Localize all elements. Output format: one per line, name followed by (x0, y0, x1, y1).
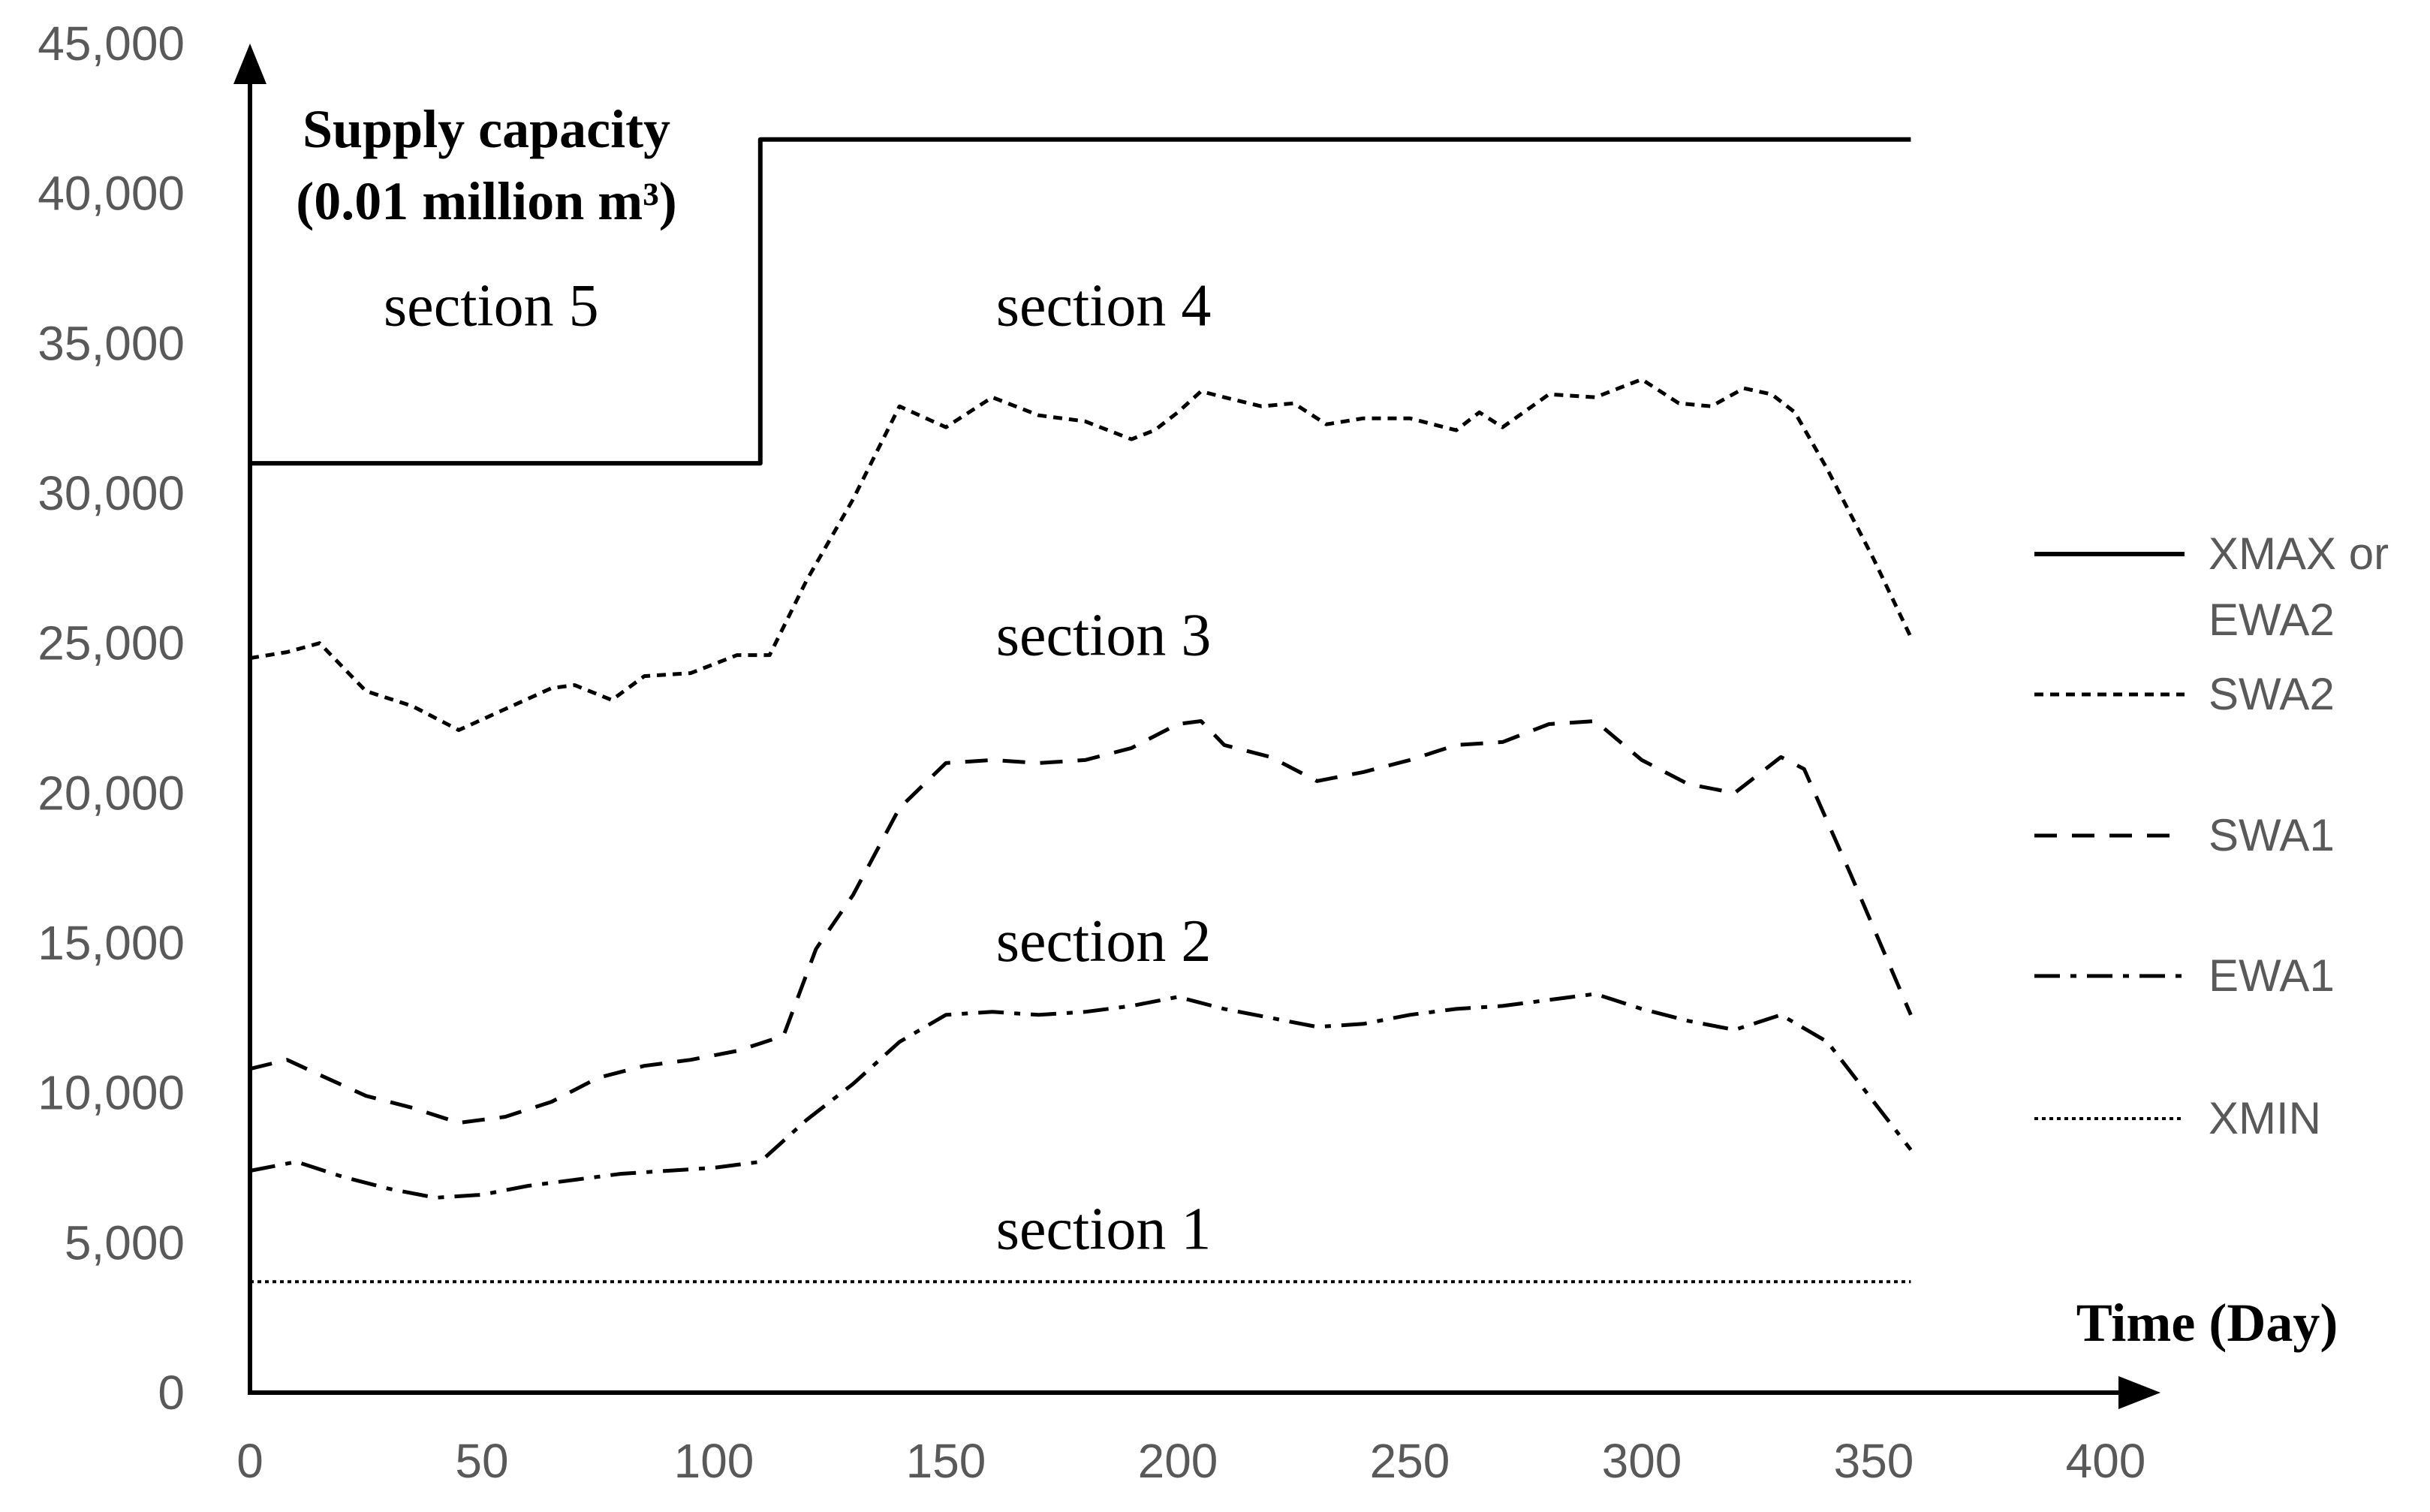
series-line-ewa1 (249, 992, 1913, 1200)
x-tick-label: 250 (1370, 1434, 1450, 1488)
series-layer (249, 137, 1913, 1284)
x-tick-label: 150 (906, 1434, 986, 1488)
x-tick-label: 200 (1138, 1434, 1218, 1488)
legend-label: EWA1 (2209, 950, 2335, 1001)
y-tick-label: 0 (158, 1366, 185, 1420)
y-axis-ticks: 0 5,000 10,000 15,000 20,000 25,000 30,000 35,0… (38, 17, 185, 1420)
y-tick-label: 20,000 (38, 766, 185, 820)
y-axis-title: Supply capacity (0.01 million m³) (296, 99, 677, 231)
y-tick-label: 35,000 (38, 316, 185, 370)
x-tick-label: 300 (1602, 1434, 1682, 1488)
y-tick-label: 15,000 (38, 916, 185, 970)
section-annotations: section 5 section 4 section 3 section 2 sect… (384, 273, 1211, 1262)
x-tick-label: 100 (674, 1434, 754, 1488)
x-axis-ticks: 0 50 100 150 200 250 300 350 400 (236, 1434, 2145, 1488)
x-tick-label: 50 (455, 1434, 508, 1488)
y-tick-label: 45,000 (38, 17, 185, 71)
x-tick-label: 400 (2066, 1434, 2146, 1488)
section-label: section 1 (996, 1196, 1212, 1262)
section-label: section 5 (384, 273, 599, 339)
series-line-xmax-or-ewa2 (250, 137, 1911, 466)
axes (233, 44, 2161, 1409)
x-axis-title: Time (Day) (2076, 1293, 2338, 1353)
section-label: section 4 (996, 273, 1212, 339)
legend-label: XMAX or (2209, 529, 2389, 579)
section-label: section 3 (996, 603, 1212, 669)
y-tick-label: 25,000 (38, 616, 185, 670)
y-axis-arrowhead (233, 44, 266, 84)
y-axis-title-line-2: (0.01 million m³) (296, 171, 677, 231)
x-tick-label: 350 (1834, 1434, 1914, 1488)
legend-label: SWA2 (2209, 669, 2335, 719)
series-line-swa2 (249, 377, 1913, 732)
x-tick-label: 0 (236, 1434, 263, 1488)
section-label: section 2 (996, 908, 1212, 974)
x-axis-arrowhead (2118, 1376, 2161, 1409)
legend-label: SWA1 (2209, 810, 2335, 860)
y-axis-title-line-1: Supply capacity (303, 99, 670, 159)
legend: XMAX or EWA2 SWA2 SWA1 EWA1 XMIN (2034, 529, 2389, 1143)
y-tick-label: 30,000 (38, 466, 185, 520)
legend-label-continued: EWA2 (2209, 595, 2335, 645)
y-tick-label: 40,000 (38, 167, 185, 221)
legend-label: XMIN (2209, 1093, 2321, 1143)
y-tick-label: 10,000 (38, 1066, 185, 1120)
series-line-swa1 (249, 719, 1913, 1125)
y-tick-label: 5,000 (65, 1215, 185, 1270)
